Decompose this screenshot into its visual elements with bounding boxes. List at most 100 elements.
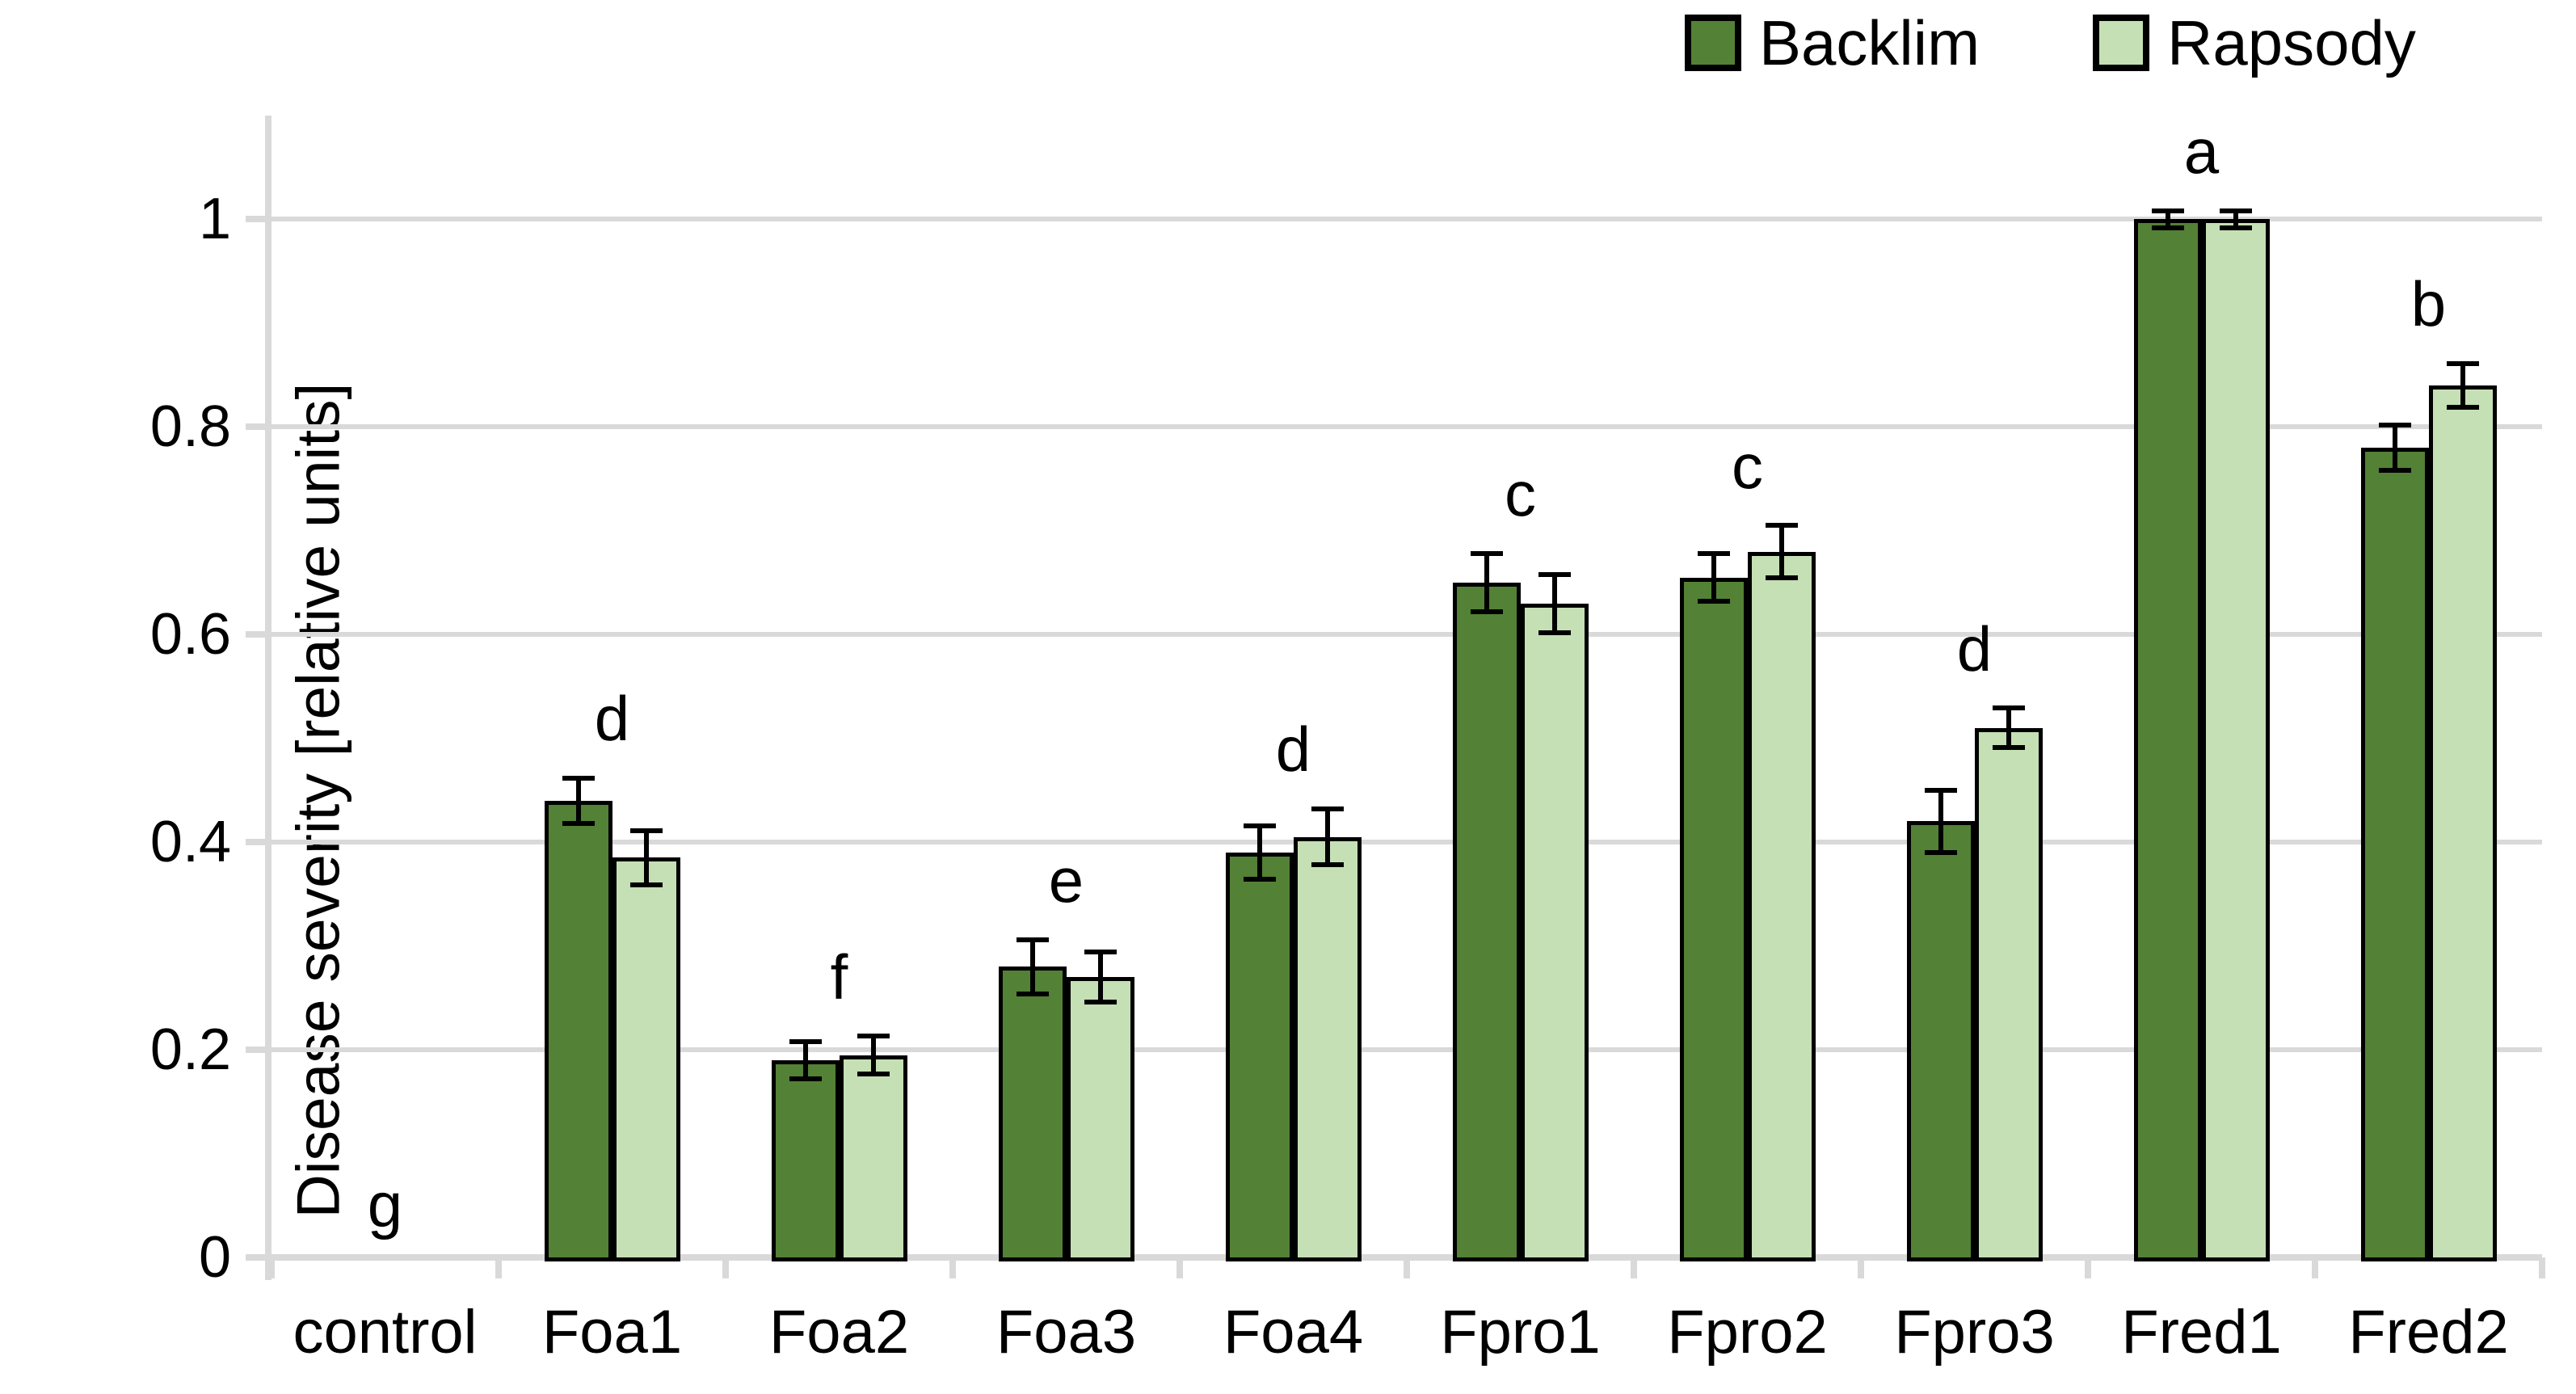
bar-rapsody-Foa1 <box>612 857 680 1261</box>
x-axis-tick <box>949 1257 956 1278</box>
error-bar-cap-bottom <box>1016 991 1049 996</box>
error-bar-cap-top <box>1765 523 1798 529</box>
bar-backlim-Foa1 <box>544 800 612 1261</box>
x-axis-tick <box>2539 1257 2545 1278</box>
bar-rapsody-Fpro3 <box>1974 727 2043 1261</box>
gridline <box>271 424 2542 430</box>
error-bar-cap-bottom <box>1311 862 1344 868</box>
error-bar-cap-bottom <box>1538 630 1571 635</box>
y-tick-label: 0.4 <box>149 810 231 875</box>
x-axis-tick <box>2085 1257 2091 1278</box>
bar-rapsody-Fred2 <box>2428 385 2497 1261</box>
bar-backlim-Fred2 <box>2360 448 2429 1261</box>
error-bar-cap-top <box>1924 787 1957 793</box>
y-axis-tick <box>246 423 265 431</box>
error-bar <box>1711 554 1716 602</box>
group-letter: f <box>830 941 848 1013</box>
group-letter: d <box>1956 613 1993 684</box>
error-bar-cap-bottom <box>1084 1000 1117 1004</box>
group-letter: e <box>1048 844 1084 916</box>
error-bar <box>2460 364 2465 407</box>
error-bar-cap-top <box>1311 806 1344 812</box>
error-bar-cap-top <box>2378 422 2411 427</box>
error-bar-cap-top <box>1016 937 1049 942</box>
error-bar <box>2233 211 2238 228</box>
bar-rapsody-Foa2 <box>839 1055 907 1261</box>
group-letter: a <box>2183 116 2220 187</box>
error-bar-cap-bottom <box>1992 745 2025 751</box>
error-bar-cap-bottom <box>1924 850 1957 856</box>
legend-item-backlim: Backlim <box>1685 8 1980 78</box>
group-letter: c <box>1505 458 1536 530</box>
error-bar-cap-top <box>1470 551 1503 557</box>
x-axis-tick <box>1631 1257 1637 1278</box>
error-bar <box>1029 939 1035 994</box>
error-bar-cap-top <box>1697 551 1730 557</box>
gridline <box>271 1047 2542 1053</box>
bar-rapsody-Fpro2 <box>1747 551 1816 1261</box>
group-letter: c <box>1732 430 1763 502</box>
y-axis-tick <box>246 1047 265 1054</box>
y-axis-tick <box>246 839 265 846</box>
error-bar-cap-top <box>1992 705 2025 711</box>
error-bar-cap-top <box>1243 823 1276 828</box>
error-bar-cap-top <box>789 1038 822 1044</box>
legend-label-rapsody: Rapsody <box>2167 7 2416 78</box>
error-bar <box>1484 554 1489 612</box>
error-bar-cap-bottom <box>1765 575 1798 580</box>
legend-item-rapsody: Rapsody <box>2093 8 2416 78</box>
bar-rapsody-Fred1 <box>2201 219 2270 1261</box>
bar-backlim-Fpro1 <box>1452 583 1521 1261</box>
x-category-label: Fred2 <box>2348 1298 2509 1367</box>
bar-backlim-Foa4 <box>1225 853 1294 1261</box>
group-letter: b <box>2410 268 2447 340</box>
x-axis-tick <box>1176 1257 1183 1278</box>
group-letter: g <box>367 1169 403 1241</box>
y-tick-label: 0 <box>198 1225 231 1290</box>
error-bar-cap-bottom <box>2378 468 2411 474</box>
x-axis-tick <box>1858 1257 1864 1278</box>
x-axis-tick <box>722 1257 729 1278</box>
y-axis-tick <box>246 216 265 223</box>
error-bar <box>643 831 649 885</box>
bar-rapsody-Foa3 <box>1066 977 1134 1261</box>
group-letter: d <box>594 682 630 754</box>
group-letter: d <box>1275 714 1311 785</box>
y-tick-label: 0.2 <box>149 1017 231 1083</box>
x-axis-tick <box>2312 1257 2318 1278</box>
gridline <box>271 840 2542 845</box>
error-bar-cap-bottom <box>1470 609 1503 614</box>
error-bar <box>1938 790 1943 853</box>
x-category-label: Fred1 <box>2121 1298 2282 1367</box>
error-bar <box>1778 525 1784 578</box>
x-axis-tick <box>268 1257 275 1278</box>
error-bar <box>2006 708 2011 748</box>
bar-backlim-Foa3 <box>998 967 1067 1261</box>
x-category-label: control <box>293 1298 478 1367</box>
y-tick-label: 0.8 <box>149 394 231 460</box>
y-axis-tick <box>246 631 265 638</box>
bar-rapsody-Foa4 <box>1293 836 1362 1261</box>
y-axis-tick <box>246 1254 265 1261</box>
error-bar-cap-bottom <box>562 821 595 827</box>
error-bar-cap-top <box>562 775 595 781</box>
y-tick-label: 1 <box>198 187 231 252</box>
bar-backlim-Foa2 <box>771 1059 840 1261</box>
legend-label-backlim: Backlim <box>1759 7 1980 78</box>
plot-area: Disease severity [relative units] 0 0.2 0.… <box>150 116 2545 1367</box>
y-tick-label: 0.6 <box>149 602 231 668</box>
error-bar-cap-top <box>629 828 663 834</box>
y-axis-line <box>265 116 271 1280</box>
error-bar <box>2165 211 2170 228</box>
gridline <box>271 632 2542 638</box>
bar-rapsody-Fpro1 <box>1520 603 1589 1261</box>
error-bar-cap-top <box>857 1034 890 1039</box>
error-bar-cap-top <box>1084 950 1117 955</box>
legend: Backlim Rapsody <box>1685 8 2416 78</box>
error-bar-cap-top <box>1538 571 1571 577</box>
rapsody-swatch-icon <box>2093 15 2150 71</box>
bar-backlim-Fred1 <box>2133 219 2202 1261</box>
error-bar-cap-bottom <box>857 1071 890 1076</box>
x-category-label: Foa2 <box>768 1298 910 1367</box>
